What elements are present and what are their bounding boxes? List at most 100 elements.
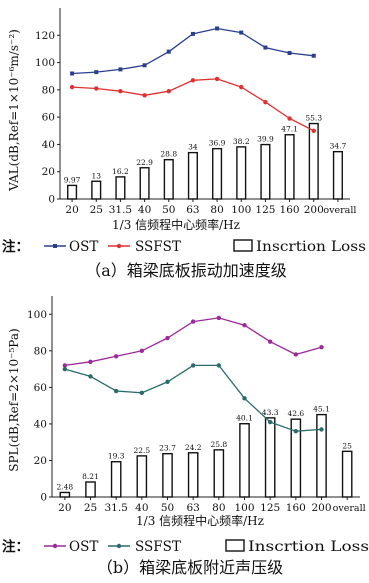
bar bbox=[187, 452, 199, 498]
data-point bbox=[94, 86, 99, 91]
bar-data-label: 22.9 bbox=[136, 158, 153, 167]
x-tick-label: 200 bbox=[304, 204, 324, 216]
bar bbox=[110, 461, 122, 498]
bar bbox=[187, 151, 198, 200]
legend-marker-ost bbox=[53, 244, 57, 248]
x-tick-label: 100 bbox=[231, 204, 251, 216]
bar-data-label: 25 bbox=[342, 441, 352, 450]
legend-label-ssfst: SSFST bbox=[135, 239, 181, 255]
bar bbox=[67, 184, 78, 200]
bar bbox=[260, 143, 271, 200]
y-tick-label: 80 bbox=[34, 345, 47, 357]
series-line-ssfst bbox=[64, 364, 322, 432]
data-point bbox=[263, 45, 268, 50]
data-point bbox=[216, 363, 222, 368]
series-line-ost bbox=[64, 317, 322, 367]
bar bbox=[59, 491, 71, 498]
legend-swatch-insertion-loss bbox=[233, 239, 253, 252]
data-point bbox=[319, 344, 324, 350]
x-tick-label: 31.5 bbox=[104, 502, 127, 514]
legend-marker-ssfst bbox=[116, 543, 122, 549]
y-tick-label: 0 bbox=[40, 492, 47, 504]
y-tick-label: 100 bbox=[27, 309, 47, 321]
bars-a: 9.97 13 16.2 22.9 28.8 34 36.9 38.2 39.9 47.1 55.3… bbox=[64, 114, 346, 200]
data-point bbox=[190, 363, 196, 368]
data-point bbox=[239, 84, 244, 90]
caption-a: （a）箱梁底板振动加速度级 bbox=[85, 261, 287, 280]
x-tick-label: 31.5 bbox=[109, 204, 132, 216]
bar-data-label: 19.3 bbox=[108, 452, 125, 461]
bar-data-label: 40.1 bbox=[236, 414, 253, 423]
data-point bbox=[142, 63, 147, 68]
x-tick-label: overall bbox=[323, 205, 356, 216]
data-point bbox=[267, 419, 273, 425]
x-tick-label: 63 bbox=[186, 204, 199, 216]
bar-data-label: 38.2 bbox=[233, 137, 250, 146]
x-tick-label: overall bbox=[333, 503, 366, 514]
chart-panel-a: 0 20 40 60 80 100 120 20 25 31.5 40 50 63 80 100 125 160… bbox=[2, 8, 366, 280]
data-point bbox=[62, 366, 68, 372]
x-tick-label: 200 bbox=[311, 502, 331, 514]
bars-b: 2.48 8.21 19.3 22.5 23.7 24.2 25.8 40.1 43.3 42.6… bbox=[56, 405, 353, 498]
data-point bbox=[214, 76, 220, 82]
data-point bbox=[118, 89, 123, 94]
legend-marker-ost bbox=[52, 543, 58, 549]
data-point bbox=[62, 363, 68, 368]
bar bbox=[136, 455, 148, 498]
bar bbox=[163, 159, 174, 200]
data-point bbox=[239, 30, 244, 35]
data-point bbox=[293, 429, 299, 434]
x-tick-label: 25 bbox=[90, 204, 103, 216]
y-tick-label: 60 bbox=[42, 112, 55, 124]
x-tick-label: 20 bbox=[58, 502, 71, 514]
y-tick-label: 80 bbox=[42, 84, 55, 96]
bar-data-label: 55.3 bbox=[305, 114, 322, 123]
data-point bbox=[242, 396, 247, 401]
data-point bbox=[319, 427, 324, 432]
data-point bbox=[165, 379, 170, 385]
x-axis-label-a: 1/3 信频程中心频率/Hz bbox=[112, 217, 240, 232]
legend-b: 注： OST SSFST Inscrtion Loss bbox=[2, 538, 369, 555]
x-tick-label: 160 bbox=[280, 204, 300, 216]
x-tick-label: 25 bbox=[84, 502, 97, 514]
bar bbox=[239, 423, 250, 498]
bar-data-label: 2.48 bbox=[56, 482, 73, 491]
data-point bbox=[311, 128, 316, 133]
x-axis-label-b: 1/3 信频程中心频率/Hz bbox=[136, 513, 264, 528]
bar bbox=[264, 417, 276, 498]
x-tick-label: 50 bbox=[161, 502, 174, 514]
legend-label-ost: OST bbox=[69, 239, 98, 255]
data-point bbox=[94, 70, 99, 75]
y-tick-label: 40 bbox=[34, 418, 47, 430]
data-point bbox=[70, 71, 75, 76]
bar-data-label: 23.7 bbox=[159, 444, 176, 453]
data-point bbox=[88, 359, 93, 364]
data-point bbox=[287, 116, 292, 121]
y-tick-label: 100 bbox=[35, 57, 55, 69]
legend-prefix: 注： bbox=[2, 538, 29, 555]
bar bbox=[236, 146, 247, 200]
y-tick-label: 120 bbox=[35, 30, 55, 42]
x-tick-label: 20 bbox=[65, 204, 78, 216]
x-tick-label: 40 bbox=[135, 502, 148, 514]
legend-a: 注： OST SSFST Inscrtion Loss bbox=[2, 238, 366, 255]
bar bbox=[85, 481, 96, 498]
x-tick-label: 80 bbox=[212, 502, 225, 514]
bar bbox=[212, 147, 223, 200]
bar bbox=[284, 134, 295, 200]
bar-data-label: 9.97 bbox=[64, 175, 81, 184]
bar-data-label: 34 bbox=[188, 143, 198, 152]
bar-data-label: 42.6 bbox=[287, 409, 304, 418]
y-tick-label: 20 bbox=[42, 166, 55, 178]
bar bbox=[162, 452, 173, 498]
axes-b: 0 20 40 60 80 100 20 25 31.5 40 50 63 80 100 125 160 200… bbox=[27, 296, 366, 514]
data-point bbox=[267, 339, 273, 344]
data-point bbox=[142, 93, 147, 98]
bar-data-label: 36.9 bbox=[209, 139, 226, 148]
legend-label-ssfst: SSFST bbox=[135, 539, 181, 555]
data-point bbox=[311, 53, 316, 58]
bar bbox=[115, 176, 126, 200]
data-point bbox=[190, 78, 196, 83]
x-tick-label: 40 bbox=[138, 204, 151, 216]
